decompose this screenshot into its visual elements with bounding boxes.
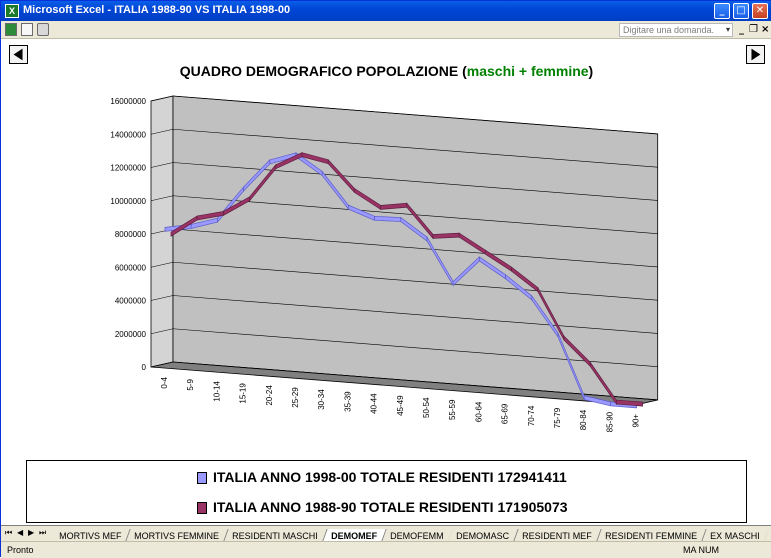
- y-tick-label: 12000000: [110, 164, 146, 173]
- status-indicators: MA NUM: [683, 545, 719, 555]
- sheet-tab-residenti-mef[interactable]: RESIDENTI MEF: [513, 529, 602, 541]
- chart-legend[interactable]: ITALIA ANNO 1998-00 TOTALE RESIDENTI 172…: [26, 460, 747, 523]
- workbook-restore-button[interactable]: ❐: [749, 24, 758, 35]
- x-tick-label: 45-49: [396, 395, 405, 416]
- gridline: [150, 261, 658, 301]
- x-tick-label: 20-24: [265, 385, 274, 406]
- x-tick-label: 5-9: [186, 378, 195, 390]
- sheet-tab-label: DEMOMASC: [456, 531, 510, 541]
- title-bar[interactable]: X Microsoft Excel - ITALIA 1988-90 VS IT…: [1, 1, 771, 21]
- gridline: [150, 95, 658, 135]
- help-search-input[interactable]: Digitare una domanda. ▾: [619, 23, 733, 37]
- gridline: [150, 295, 658, 334]
- series-segment: [432, 232, 460, 239]
- x-tick-label: 0-4: [160, 376, 169, 388]
- sheet-tab-demomef[interactable]: DEMOMEF: [321, 529, 387, 541]
- sheet-tab-label: DEMOMEF: [330, 531, 377, 541]
- sheet-tab-label: RESIDENTI FEMMINE: [604, 531, 697, 541]
- gridline: [150, 128, 658, 168]
- prev-sheet-icon[interactable]: ◀: [17, 528, 24, 537]
- print-preview-icon[interactable]: [21, 23, 33, 36]
- gridline: [150, 195, 658, 234]
- sheet-tab-label: EX MASCHI: [709, 531, 760, 541]
- print-icon[interactable]: [37, 23, 49, 36]
- maximize-button[interactable]: □: [733, 3, 749, 19]
- first-sheet-icon[interactable]: ⏮: [5, 528, 13, 537]
- sheet-tab-demofemm[interactable]: DEMOFEMM: [380, 529, 453, 541]
- chevron-down-icon[interactable]: ▾: [725, 25, 730, 34]
- chart-title-main: QUADRO DEMOGRAFICO POPOLAZIONE (: [179, 63, 467, 79]
- series-1988: [170, 152, 643, 407]
- sheet-tab-label: DEMOFEMM: [389, 531, 444, 541]
- y-tick-label: 6000000: [115, 263, 147, 272]
- x-tick-label: 60-64: [474, 401, 483, 422]
- sheet-tab-demomasc[interactable]: DEMOMASC: [447, 529, 519, 541]
- legend-label-1988: ITALIA ANNO 1988-90 TOTALE RESIDENTI 171…: [213, 499, 568, 515]
- chart-title: QUADRO DEMOGRAFICO POPOLAZIONE (maschi +…: [1, 63, 771, 79]
- x-tick-label: 10-14: [212, 381, 221, 402]
- x-tick-label: 25-29: [291, 387, 300, 408]
- sheet-tab-label: MORTIVS MEF: [59, 531, 122, 541]
- x-tick-label: 15-19: [239, 383, 248, 404]
- x-tick-label: 65-69: [501, 403, 510, 424]
- status-ready: Pronto: [7, 545, 34, 555]
- toolbar: Digitare una domanda. ▾ _ ❐ ×: [1, 21, 771, 39]
- legend-swatch-1998: [197, 472, 207, 484]
- legend-label-1998: ITALIA ANNO 1998-00 TOTALE RESIDENTI 172…: [213, 469, 567, 485]
- last-sheet-icon[interactable]: ⏭: [39, 528, 47, 537]
- chart-plot[interactable]: 0 2000000 4000000 6000000 8000000 10000000 120…: [1, 1, 771, 461]
- sheet-tab-residenti-maschi[interactable]: RESIDENTI MASCHI: [223, 529, 328, 541]
- series-segment: [374, 215, 402, 222]
- y-tick-label: 8000000: [115, 230, 147, 239]
- sheet-tab-bar: ⏮ ◀ ▶ ⏭ MORTIVS MEF MORTIVS FEMMINE RESIDE…: [1, 525, 771, 541]
- excel-app-icon[interactable]: X: [5, 4, 19, 18]
- chart-title-highlight: maschi + femmine: [466, 63, 589, 79]
- x-tick-label: 75-79: [553, 407, 562, 428]
- excel-icon[interactable]: [5, 23, 17, 36]
- workbook-minimize-button[interactable]: _: [739, 24, 744, 35]
- gridline: [150, 162, 658, 201]
- status-bar: Pronto MA NUM: [1, 541, 771, 558]
- y-tick-label: 16000000: [110, 97, 146, 106]
- x-tick-label: 80-84: [579, 409, 588, 430]
- gridline: [150, 328, 658, 367]
- y-tick-label: 10000000: [110, 197, 146, 206]
- window-title: Microsoft Excel - ITALIA 1988-90 VS ITAL…: [23, 4, 291, 16]
- sheet-tab-label: MORTIVS FEMMINE: [134, 531, 220, 541]
- sheet-tab-ex-maschi[interactable]: EX MASCHI: [701, 529, 769, 541]
- triangle-right-icon[interactable]: [746, 45, 765, 64]
- x-tick-label: 35-39: [343, 391, 352, 412]
- minimize-button[interactable]: _: [714, 3, 730, 19]
- workbook-close-button[interactable]: ×: [761, 24, 770, 35]
- help-search-placeholder: Digitare una domanda.: [623, 25, 715, 35]
- sheet-tab-mortivs-mef[interactable]: MORTIVS MEF: [50, 529, 132, 541]
- x-tick-label: 90+: [632, 414, 641, 428]
- sheet-tabs: MORTIVS MEF MORTIVS FEMMINE RESIDENTI MASC…: [50, 526, 771, 541]
- sheet-tab-mortivs-femmine[interactable]: MORTIVS FEMMINE: [125, 529, 229, 541]
- next-sheet-icon[interactable]: ▶: [28, 528, 35, 537]
- x-tick-label: 55-59: [448, 399, 457, 420]
- x-tick-label: 30-34: [317, 389, 326, 410]
- x-tick-label: 70-74: [527, 405, 536, 426]
- x-tick-label: 50-54: [422, 397, 431, 418]
- series-segment: [616, 399, 643, 407]
- x-tick-label: 40-44: [370, 393, 379, 414]
- y-tick-label: 14000000: [110, 130, 146, 139]
- x-tick-label: 85-90: [605, 411, 614, 432]
- chart-title-tail: ): [588, 63, 594, 79]
- gridline: [150, 361, 658, 401]
- y-tick-label: 0: [142, 363, 147, 372]
- sheet-tab-label: RESIDENTI MEF: [522, 531, 592, 541]
- close-button[interactable]: ✕: [752, 3, 768, 19]
- sheet-tab-residenti-femmine[interactable]: RESIDENTI FEMMINE: [596, 529, 707, 541]
- y-tick-label: 4000000: [115, 297, 147, 306]
- triangle-left-icon[interactable]: [9, 45, 28, 64]
- y-tick-label: 2000000: [115, 330, 147, 339]
- legend-swatch-1988: [197, 502, 207, 514]
- sheet-tab-label: RESIDENTI MASCHI: [232, 531, 318, 541]
